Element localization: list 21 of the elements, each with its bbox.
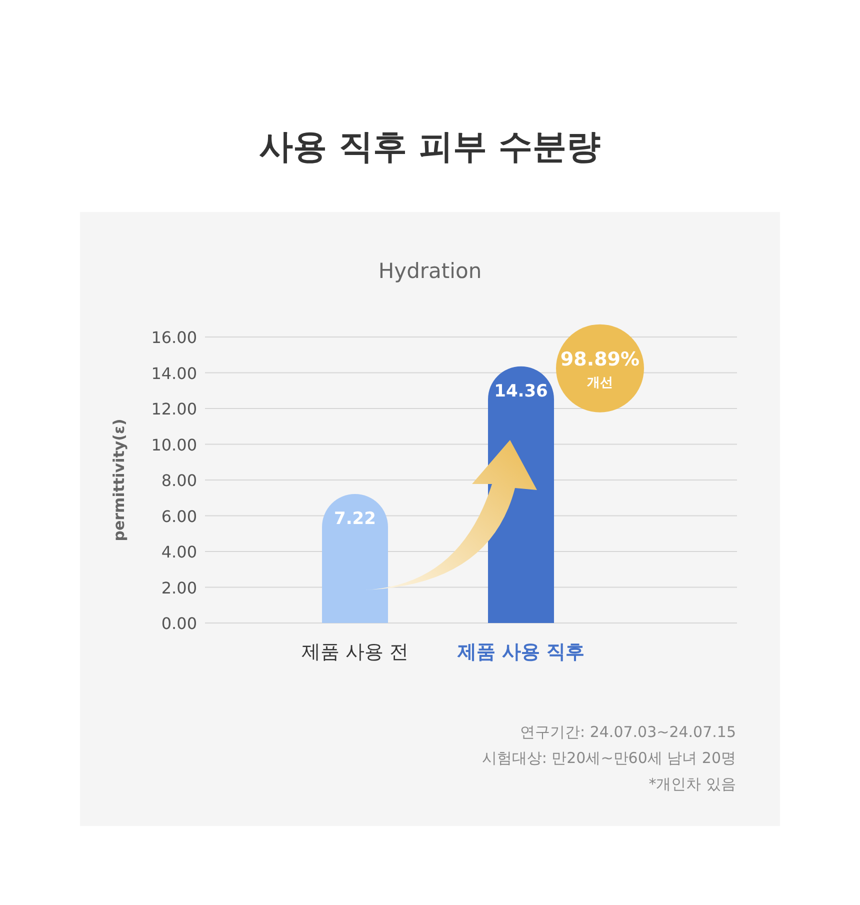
y-tick-label: 6.00 bbox=[161, 506, 197, 526]
y-tick-label: 8.00 bbox=[161, 471, 197, 490]
y-tick-label: 16.00 bbox=[151, 328, 197, 347]
text: 연구기간: 24.07.03~24.07.15 bbox=[520, 723, 736, 741]
x-tick-label: 제품 사용 전 bbox=[301, 641, 409, 663]
annotation: 98.89% bbox=[560, 348, 640, 370]
chart-title: 사용 직후 피부 수분량 bbox=[259, 127, 601, 167]
data-label: 14.36 bbox=[494, 381, 548, 402]
data-label: 7.22 bbox=[334, 508, 376, 529]
x-tick-label: 제품 사용 직후 bbox=[456, 641, 585, 663]
annotation: 개선 bbox=[587, 375, 613, 390]
text: 시험대상: 만20세~만60세 남녀 20명 bbox=[482, 749, 736, 767]
y-tick-label: 0.00 bbox=[161, 614, 197, 633]
y-axis-title: permittivity(ε) bbox=[110, 418, 128, 542]
y-tick-label: 2.00 bbox=[161, 578, 197, 598]
y-tick-label: 14.00 bbox=[151, 364, 197, 383]
y-tick-label: 10.00 bbox=[151, 435, 197, 454]
text: *개인차 있음 bbox=[648, 775, 736, 793]
chart-subtitle: Hydration bbox=[378, 259, 482, 283]
y-tick-label: 12.00 bbox=[151, 400, 197, 418]
y-tick-label: 4.00 bbox=[161, 542, 197, 562]
